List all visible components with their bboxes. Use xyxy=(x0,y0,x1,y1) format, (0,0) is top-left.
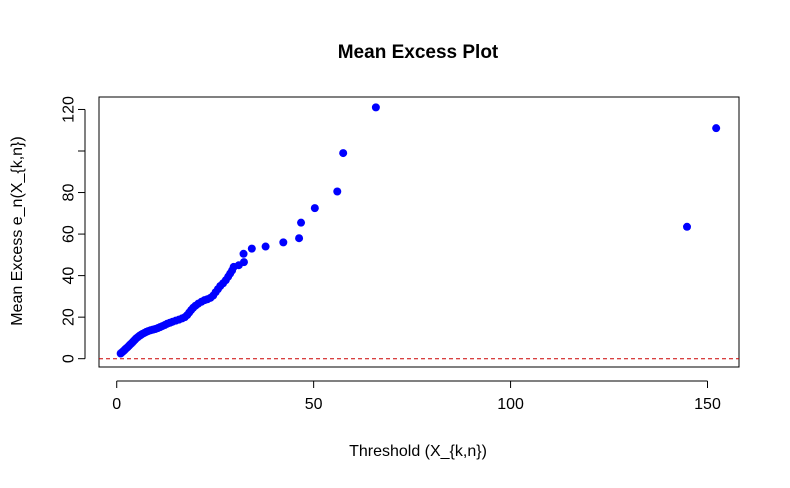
data-point xyxy=(239,258,248,267)
y-tick-label: 120 xyxy=(61,96,78,123)
x-tick-label: 150 xyxy=(694,396,721,413)
y-tick-label: 60 xyxy=(61,225,78,243)
data-point xyxy=(333,187,342,196)
plot-frame xyxy=(98,96,740,368)
y-axis: 0 20 40 60 80 120 xyxy=(61,96,86,363)
y-tick-label: 80 xyxy=(61,184,78,202)
data-point xyxy=(310,204,319,213)
data-points xyxy=(116,103,721,358)
data-point xyxy=(279,238,288,247)
data-point xyxy=(339,149,348,158)
y-tick-label: 40 xyxy=(61,267,78,285)
x-tick-label: 50 xyxy=(305,396,323,413)
x-axis-label: Threshold (X_{k,n}) xyxy=(349,443,487,460)
data-point xyxy=(683,222,692,231)
data-point xyxy=(297,218,306,227)
data-point xyxy=(295,234,304,243)
x-tick-label: 100 xyxy=(497,396,524,413)
data-point xyxy=(239,249,248,258)
data-point xyxy=(712,124,721,133)
data-point xyxy=(371,103,380,112)
y-axis-label: Mean Excess e_n(X_{k,n}) xyxy=(9,136,26,325)
y-tick-label: 20 xyxy=(61,308,78,326)
data-point xyxy=(247,244,256,253)
y-tick-label: 0 xyxy=(61,354,78,363)
x-tick-label: 0 xyxy=(112,396,121,413)
chart-title: Mean Excess Plot xyxy=(338,42,499,63)
x-axis: 0 50 100 150 xyxy=(112,380,721,413)
data-point xyxy=(261,242,270,251)
